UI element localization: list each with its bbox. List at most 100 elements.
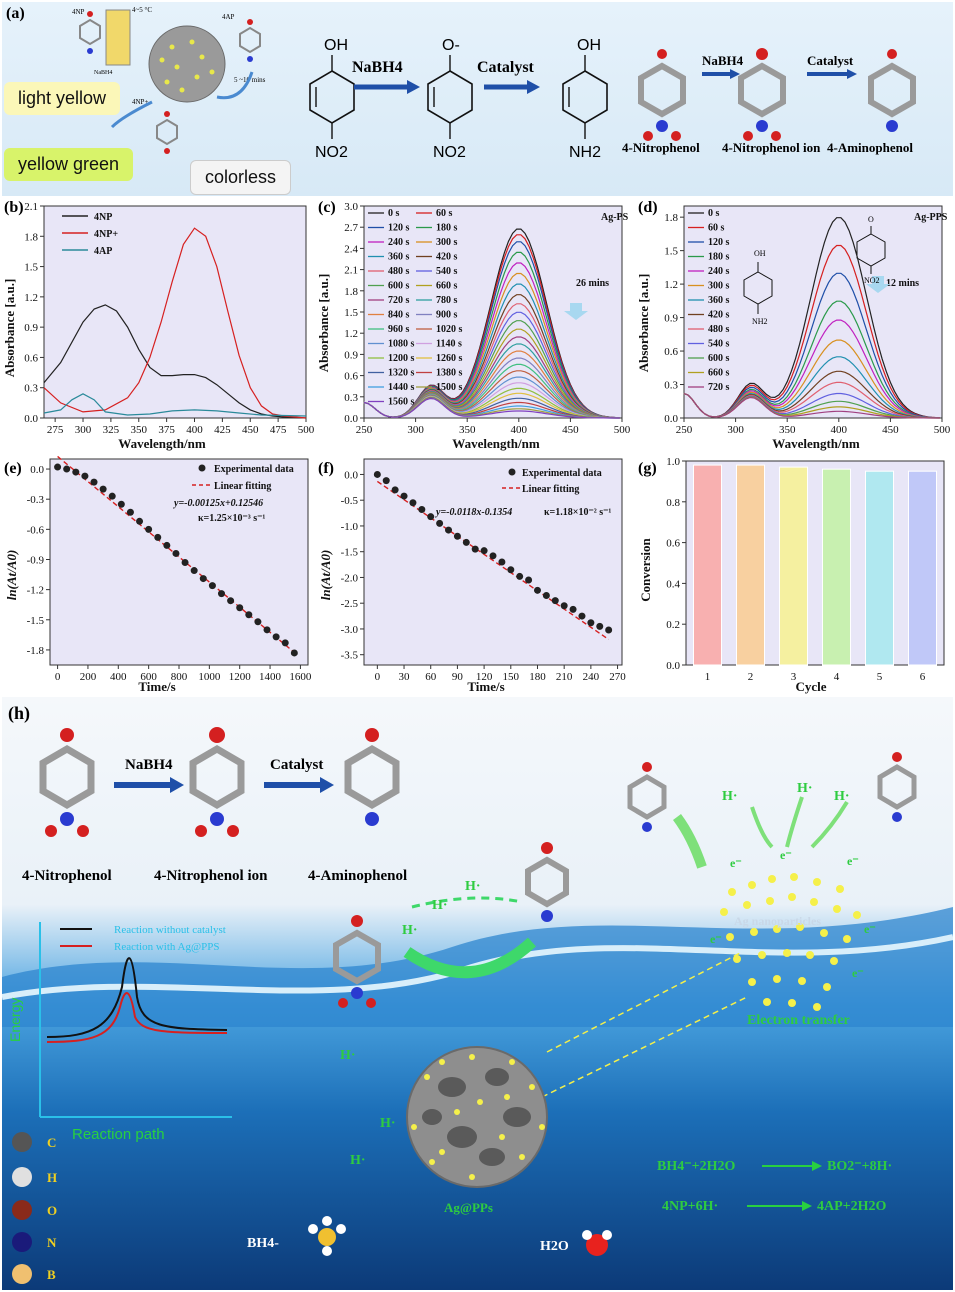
chart-c-ytick-label: 1.5 — [344, 307, 358, 319]
chart-c-annotation: 26 mins — [576, 278, 609, 289]
chart-f-xlabel: Time/s — [467, 679, 504, 694]
group-oh-1: OH — [324, 37, 348, 54]
chart-c-legend-label: 600 s — [388, 281, 410, 292]
eq2-left: 4NP+6H· — [662, 1199, 718, 1214]
chart-f-point — [453, 532, 461, 540]
chart-c-ytick-label: 2.1 — [344, 265, 358, 277]
chart-g-xtick-label: 2 — [748, 671, 754, 683]
chart-e-ytick-label: -0.6 — [27, 524, 45, 536]
chart-e-point — [172, 549, 180, 557]
mini-molecule-3 — [156, 111, 178, 154]
chart-d-legend-label: 360 s — [708, 295, 730, 306]
label-nabh4-small: NaBH4 — [94, 70, 112, 76]
label-temp: 4~5 °C — [132, 6, 152, 14]
chart-c-xtick-label: 250 — [356, 424, 373, 436]
chart-e-point — [108, 492, 116, 500]
vial — [105, 9, 131, 66]
chart-f-xtick-label: 150 — [503, 671, 520, 683]
h-molecule-4ap-center — [525, 842, 569, 922]
chart-f-point — [400, 492, 408, 500]
series-line-4NP — [43, 304, 307, 419]
chart-c-legend-label: 780 s — [436, 295, 458, 306]
chart-e-point — [199, 575, 207, 583]
chart-d-ytick-label: 1.8 — [664, 212, 678, 224]
chart-d-legend-label: 300 s — [708, 281, 730, 292]
chart-f-xtick-label: 30 — [399, 671, 411, 683]
chart-b-ytick-label: 1.8 — [24, 231, 38, 243]
chart-g-plot-area — [685, 460, 945, 666]
down-arrow-d — [866, 276, 890, 293]
chart-e-ytick-label: -1.8 — [27, 645, 45, 657]
chart-f-plot-area — [363, 458, 623, 666]
scheme-4-nitrophenol — [309, 55, 355, 139]
chart-d-legend-label: 540 s — [708, 339, 730, 350]
chart-c-legend-label: 1380 s — [436, 368, 463, 379]
chart-e-xlabel: Time/s — [138, 679, 175, 694]
chart-d-xlabel: Wavelength/nm — [772, 436, 860, 451]
chart-e-point — [190, 567, 198, 575]
chart-f-point — [391, 486, 399, 494]
chart-b-ytick-label: 0.6 — [24, 352, 38, 364]
mini-molecule-1 — [79, 11, 101, 54]
chart-d-xtick-label: 350 — [779, 424, 796, 436]
chart-c-svg: (c) Ag-PS 26 mins Wavelength/nm Absorban… — [316, 199, 631, 451]
tag-colorless: colorless — [190, 160, 292, 195]
chart-e-xtick-label: 200 — [80, 671, 97, 683]
chart-f-point — [462, 538, 470, 546]
chart-c-ytick-label: 0.6 — [344, 371, 358, 383]
panel-g: (g) Cycle Conversion 0.0 0.2 0.4 0.6 0.8 1.0 1… — [636, 455, 953, 695]
panel-e: (e) Time/s ln(At/A0) Experimental data L… — [2, 455, 314, 695]
chart-c-legend-label: 240 s — [388, 237, 410, 248]
chart-b-xtick-label: 500 — [298, 424, 314, 436]
chart-d-legend-label: 180 s — [708, 252, 730, 263]
chart-b-ylabel: Absorbance [a.u.] — [2, 279, 17, 378]
chart-c-legend-label: 1500 s — [436, 382, 463, 393]
chart-d-legend-label: 600 s — [708, 353, 730, 364]
chart-f-kappa: κ=1.18×10⁻² s⁻¹ — [544, 507, 611, 518]
bh4-molecule — [308, 1216, 346, 1256]
chart-c-ytick-label: 2.7 — [344, 222, 358, 234]
eq1-right: BO2⁻+8H· — [827, 1159, 892, 1174]
legend-with-catalyst: Reaction with Ag@PPS — [114, 941, 219, 953]
chart-f-point — [533, 586, 541, 594]
chart-e-ytick-label: 0.0 — [30, 464, 44, 476]
chart-g-bar — [865, 470, 894, 666]
ag-nanoparticles-label: Ag nanoparticles — [734, 914, 821, 928]
chart-c-legend-label: 480 s — [388, 266, 410, 277]
chart-f-ytick-label: -3.5 — [341, 650, 359, 662]
chart-f-point — [560, 602, 568, 610]
legend-f-exp: Experimental data — [522, 468, 602, 479]
chart-f-point — [525, 576, 533, 584]
legend-b-label: 4NP+ — [94, 229, 118, 240]
group-nh2: NH2 — [569, 144, 601, 161]
panel-h: (h) NaBH4 Catalyst 4-Nitrophenol 4-Nitro… — [2, 697, 953, 1290]
chart-e-xtick-label: 400 — [110, 671, 127, 683]
chart-f-point — [427, 513, 435, 521]
series-line-4AP — [43, 393, 307, 417]
chart-c-legend-label: 0 s — [388, 208, 400, 219]
chart-e-xtick-label: 1400 — [259, 671, 282, 683]
chart-d-ytick-label: 1.5 — [664, 246, 678, 258]
chart-f-point — [480, 547, 488, 555]
chart-c-ytick-label: 2.4 — [344, 243, 358, 255]
chart-e-equation: y=-0.00125x+0.12546 — [173, 498, 263, 509]
green-arrow-up — [672, 814, 707, 869]
panel-h-label: (h) — [8, 703, 30, 724]
chart-d-ytick-label: 1.2 — [664, 279, 678, 291]
legend-b-label: 4AP — [94, 246, 112, 257]
chart-g-ylabel: Conversion — [638, 537, 653, 601]
curve-no-catalyst — [46, 957, 228, 1038]
bh4-label: BH4- — [247, 1236, 279, 1251]
chart-g-bar — [822, 468, 851, 666]
panel-b-label: (b) — [4, 199, 24, 216]
electron-1: e⁻ — [730, 856, 742, 870]
chart-d-legend-label: 0 s — [708, 208, 720, 219]
panel-f: (f) Time/s ln(At/A0) Experimental data L… — [316, 455, 634, 695]
chart-e-point — [254, 618, 262, 626]
legend-b-label: 4NP — [94, 212, 112, 223]
chart-d-xtick-label: 500 — [934, 424, 951, 436]
chart-c-legend-label: 1320 s — [388, 368, 415, 379]
panel-c-label: (c) — [318, 199, 336, 216]
chart-d-ytick-label: 0.3 — [664, 380, 678, 392]
chart-e-ylabel: ln(At/A0) — [4, 550, 19, 601]
